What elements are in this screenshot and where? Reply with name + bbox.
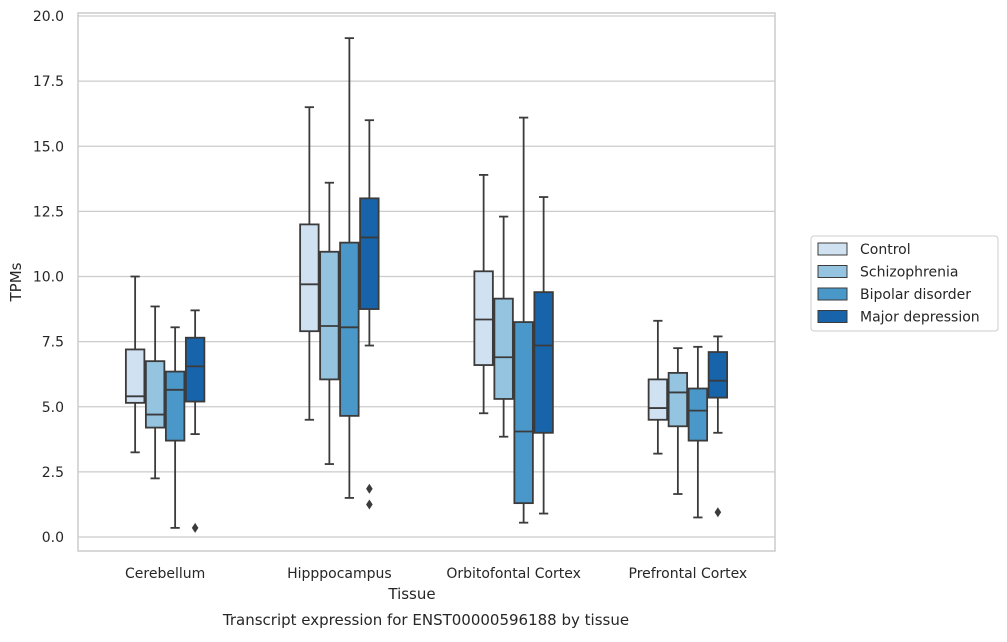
box-iqr [707,351,729,399]
y-tick-label: 10.0 [33,270,64,286]
box-iqr [124,348,146,404]
y-tick-label: 17.5 [33,74,64,90]
y-axis-title: TPMs [7,262,25,302]
legend-label: Schizophrenia [860,265,958,281]
y-tick-label: 5.0 [42,400,64,416]
outlier-point [714,507,722,518]
box-iqr [164,370,186,442]
y-tick-label: 7.5 [42,335,64,351]
box-iqr [339,241,360,417]
x-tick-label: Cerebellum [125,566,205,582]
box-iqr [667,371,689,428]
outlier-point [191,522,199,533]
y-tick-label: 20.0 [33,9,64,25]
x-tick-label: Orbitofontal Cortex [446,566,581,582]
box-control [647,319,669,455]
box-control [299,106,320,421]
x-tick-label: Hipppocampus [287,566,392,582]
y-tick-label: 2.5 [42,465,64,481]
box-major-depression [533,196,554,515]
legend-label: Control [860,242,911,258]
plot-frame [77,12,776,552]
box-major-depression [184,309,206,533]
box-iqr [647,378,669,421]
plot-area [78,13,775,551]
box-schizophrenia [667,347,689,495]
box-schizophrenia [493,215,514,438]
y-tick-labels: 0.0 2.5 5.0 7.5 10.0 12.5 15.0 17.5 20.0 [33,9,64,546]
box-bipolar-disorder [687,345,709,519]
box-iqr [319,250,340,381]
legend: Control Schizophrenia Bipolar disorder Majo… [810,235,999,332]
box-iqr [144,360,166,429]
legend-swatch [817,265,848,278]
box-iqr [533,291,554,434]
legend-swatch [817,310,848,323]
box-iqr [687,387,709,442]
box-iqr [359,197,380,310]
outlier-point [366,499,373,510]
box-iqr [513,321,534,505]
box-iqr [299,223,320,333]
box-bipolar-disorder [513,116,534,524]
outlier-point [366,483,373,494]
box-iqr [184,336,206,403]
y-tick-label: 0.0 [42,530,64,546]
box-schizophrenia [144,305,166,480]
box-schizophrenia [319,181,340,465]
x-tick-labels: Cerebellum Hipppocampus Orbitofontal Corte… [125,566,747,582]
legend-label: Major depression [860,310,980,326]
box-major-depression [707,335,729,518]
legend-swatch [817,242,848,256]
box-major-depression [359,119,380,510]
legend-frame [810,235,999,332]
figure-caption: Transcript expression for ENST0000059618… [222,611,629,629]
x-tick-label: Prefrontal Cortex [629,566,748,582]
box-bipolar-disorder [164,326,186,529]
box-control [473,174,494,415]
y-tick-label: 15.0 [33,139,64,155]
y-tick-label: 12.5 [33,204,64,220]
legend-swatch [817,287,848,301]
box-iqr [493,297,514,400]
box-iqr [473,270,494,366]
x-axis-title: Tissue [387,585,435,603]
box-control [124,275,146,454]
box-series [124,37,729,533]
box-bipolar-disorder [339,37,360,499]
legend-label: Bipolar disorder [860,287,971,303]
